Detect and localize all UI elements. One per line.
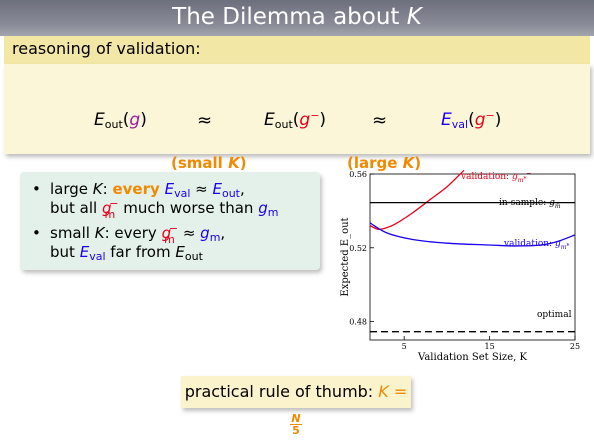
- eq-eout-gminus: Eout(g−): [264, 109, 327, 131]
- b2-text: small: [50, 224, 90, 242]
- slide-title: The Dilemma about K: [0, 0, 594, 36]
- x-tick-label: 15: [484, 342, 494, 351]
- validation-chart: 0.48 0.52 0.56 5 15 25 Validation Set Size, K E…: [318, 166, 590, 386]
- approx-symbol-1: ≈: [197, 110, 213, 131]
- label-optimal: optimal: [537, 310, 572, 320]
- block-heading: reasoning of validation:: [4, 36, 590, 64]
- title-text: The Dilemma about: [172, 4, 400, 30]
- b2-colon: : every: [104, 224, 157, 242]
- caption-small-k: (small K): [171, 154, 247, 172]
- label-validation-gm: validation: gm*: [503, 239, 569, 251]
- rule-lhs: K =: [378, 382, 408, 401]
- b2-line2-mid: far from: [110, 243, 171, 261]
- bullet1-line2: but all gm− much worse than gm: [50, 197, 279, 221]
- bullet-dot: •: [32, 180, 41, 198]
- caption-large-close: ): [414, 154, 422, 172]
- rule-text: practical rule of thumb:: [184, 382, 374, 401]
- rule-numerator: N: [290, 412, 302, 425]
- b2-line2-pre: but: [50, 243, 75, 261]
- eq-eout-g: Eout(g): [94, 110, 147, 131]
- caption-large-var: K: [402, 154, 415, 172]
- caption-small-var: K: [228, 154, 240, 172]
- validation-reasoning-block: reasoning of validation: Eout(g) ≈ Eout(…: [4, 36, 590, 172]
- bullet-list: • large K: every Eval ≈ Eout, but all gm…: [20, 172, 320, 270]
- b1-every: every: [112, 180, 160, 198]
- x-tick-label: 25: [570, 342, 580, 351]
- y-tick-label: 0.56: [349, 170, 367, 179]
- label-validation-gminus: validation: gm*−: [460, 170, 531, 184]
- bullet2-line1: small K: every gm− ≈ gm,: [50, 222, 226, 246]
- bullet1-line1: large K: every Eval ≈ Eout,: [50, 180, 245, 200]
- bullet2-line2: but Eval far from Eout: [50, 243, 203, 263]
- b1-var: K: [92, 180, 103, 198]
- series-validation-gm: [369, 222, 576, 247]
- caption-large-k: (large K): [347, 154, 421, 172]
- b1-line2-pre: but all: [50, 199, 98, 217]
- x-axis-label: Validation Set Size, K: [417, 352, 527, 363]
- x-tick-label: 5: [402, 342, 407, 351]
- equation-body: Eout(g) ≈ Eout(g−) ≈ Eval(g−) (small K) …: [4, 64, 590, 172]
- b2-var: K: [94, 224, 105, 242]
- label-in-sample: in-sample: gm̂: [499, 198, 561, 210]
- rule-denominator: 5: [292, 424, 300, 437]
- approx-symbol-2: ≈: [372, 110, 388, 131]
- caption-small-text: (small: [171, 154, 223, 172]
- title-variable: K: [406, 4, 422, 30]
- b1-text: large: [50, 180, 89, 198]
- eq-eval-gminus: Eval(g−): [441, 109, 502, 131]
- chart-svg: 0.48 0.52 0.56 5 15 25 Validation Set Size, K E…: [340, 169, 580, 363]
- y-axis-label: Expected E_out: [340, 217, 351, 296]
- series-validation-gminus: [369, 169, 465, 231]
- caption-large-text: (large: [347, 154, 398, 172]
- bullet-dot: •: [32, 224, 41, 242]
- y-tick-label: 0.48: [349, 318, 367, 327]
- b1-colon: :: [102, 180, 108, 198]
- b1-line2-mid: much worse than: [123, 199, 254, 217]
- y-tick-label: 0.52: [349, 244, 367, 253]
- plot-frame: [369, 173, 576, 341]
- caption-small-close: ): [239, 154, 247, 172]
